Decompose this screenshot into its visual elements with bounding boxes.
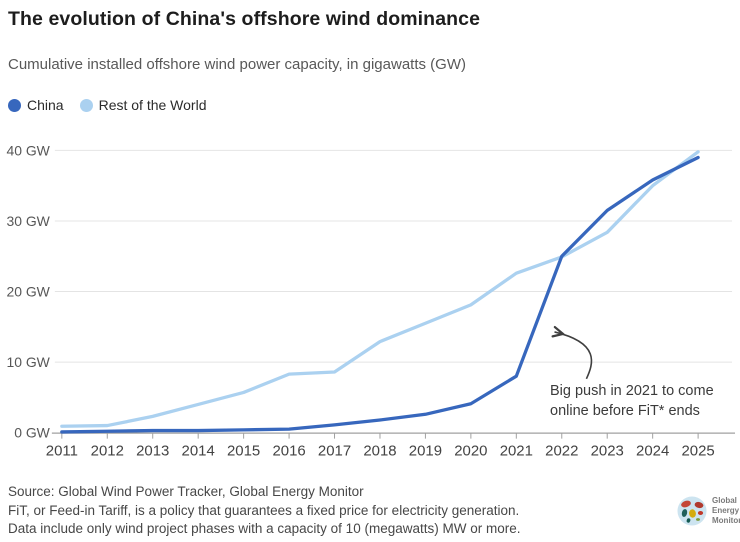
xtick-label-2014: 2014 [182,443,215,460]
logo-word-global: Global [712,496,737,505]
globe-icon [677,496,707,526]
series-line-china [60,155,700,434]
xtick-label-2013: 2013 [136,443,169,460]
ytick-label-10gw: 10 GW [6,354,50,370]
series-line-rest-of-the-world [60,150,700,428]
china-legend-dot-icon [8,98,21,112]
xtick-label-2015: 2015 [227,443,260,460]
line-chart-canvas: 0 GW 10 GW 20 GW 30 GW 40 GW 2011 2012 2013 201… [6,142,736,460]
capacity-line-chart: 0 GW 10 GW 20 GW 30 GW 40 GW 2011 2012 2013 201… [0,132,740,474]
chart-legend: China Rest of the World [8,97,207,113]
ytick-label-40gw: 40 GW [6,142,50,158]
xtick-label-2011: 2011 [46,443,78,460]
chart-annotation: Big push in 2021 to come online before F… [550,381,740,421]
logo-word-energy: Energy [712,506,740,515]
legend-item-china: China [8,97,64,113]
xtick-label-2018: 2018 [363,443,396,460]
legend-label-rest-of-world: Rest of the World [98,97,207,113]
xtick-label-2025: 2025 [681,443,714,460]
page-title: The evolution of China's offshore wind d… [8,8,481,30]
annotation-line-1: Big push in 2021 to come [550,383,714,399]
xtick-label-2022: 2022 [545,443,578,460]
source-line: Source: Global Wind Power Tracker, Globa… [8,484,364,499]
fit-definition-line: FiT, or Feed-in Tariff, is a policy that… [8,502,520,518]
xtick-label-2017: 2017 [318,443,351,460]
global-energy-monitor-logo: Global Energy Monitor [676,495,740,527]
xtick-label-2019: 2019 [409,443,442,460]
logo-word-monitor: Monitor [712,516,740,525]
xtick-label-2024: 2024 [636,443,669,460]
ytick-label-20gw: 20 GW [6,284,50,300]
xtick-label-2016: 2016 [272,443,305,460]
xtick-label-2020: 2020 [454,443,487,460]
annotation-arrow [555,332,593,380]
logo-text: Global Energy Monitor [712,496,740,526]
rest-of-world-legend-dot-icon [79,98,93,112]
annotation-line-2: online before FiT* ends [550,403,700,419]
xtick-label-2012: 2012 [91,443,124,460]
source-notes: Source: Global Wind Power Tracker, Globa… [8,483,658,539]
ytick-label-30gw: 30 GW [6,213,50,229]
chart-subtitle: Cumulative installed offshore wind power… [8,56,466,73]
data-note-line: Data include only wind project phases wi… [8,521,521,536]
ytick-label-0gw: 0 GW [14,425,50,441]
xtick-label-2023: 2023 [591,443,624,460]
legend-label-china: China [27,97,64,113]
xtick-label-2021: 2021 [500,443,533,460]
legend-item-rest-of-world: Rest of the World [79,97,207,113]
